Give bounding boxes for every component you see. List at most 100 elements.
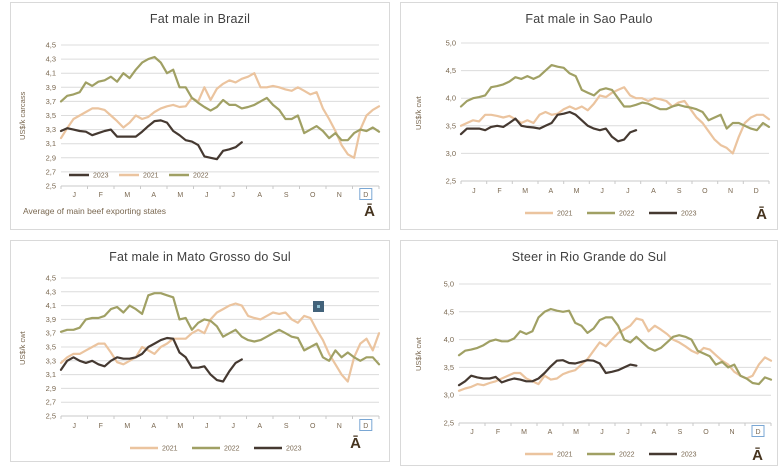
x-tick-label: M <box>522 188 528 195</box>
series-line-2022 <box>59 292 381 366</box>
x-tick-label: F <box>99 192 103 199</box>
x-tick-label: A <box>652 429 657 436</box>
x-tick-label: A <box>151 423 156 430</box>
y-tick-label: 3,9 <box>46 83 56 92</box>
y-tick-label: 2,9 <box>46 153 56 162</box>
x-tick-label: A <box>651 188 656 195</box>
x-tick-label: M <box>574 188 580 195</box>
y-tick-label: 4,3 <box>46 55 56 64</box>
x-tick-label: M <box>177 423 183 430</box>
y-tick-label: 4,1 <box>46 69 56 78</box>
legend-label-2022: 2022 <box>619 211 635 218</box>
x-tick-label: J <box>600 429 604 436</box>
chart-title: Steer in Rio Grande do Sul <box>511 250 667 264</box>
legend-label-2023: 2023 <box>93 173 109 180</box>
x-tick-label: D <box>755 429 760 436</box>
chart-footnote: Average of main beef exporting states <box>23 206 167 216</box>
legend-label-2021: 2021 <box>557 452 573 459</box>
legend-label-2021: 2021 <box>143 173 159 180</box>
y-tick-label: 2,9 <box>46 384 56 393</box>
x-tick-label: O <box>702 188 708 195</box>
x-tick-label: J <box>205 192 209 199</box>
x-tick-label: D <box>363 192 368 199</box>
x-tick-label: J <box>626 188 630 195</box>
y-tick-label: 3,5 <box>444 363 454 372</box>
x-tick-label: D <box>363 423 368 430</box>
y-tick-label: 5,0 <box>446 39 456 48</box>
logo-glyph: Ā <box>752 447 763 464</box>
x-tick-label: J <box>232 423 236 430</box>
y-tick-label: 2,5 <box>46 182 56 191</box>
y-tick-label: 4,0 <box>446 94 456 103</box>
x-tick-label: A <box>257 192 262 199</box>
y-tick-label: 3,7 <box>46 329 56 338</box>
x-tick-label: M <box>177 192 183 199</box>
y-tick-label: 4,5 <box>444 307 454 316</box>
x-tick-label: S <box>677 188 682 195</box>
x-tick-label: M <box>521 429 527 436</box>
legend-label-2023: 2023 <box>286 446 302 453</box>
y-tick-label: 3,1 <box>46 139 56 148</box>
x-tick-label: J <box>626 429 630 436</box>
logo-glyph: Ā <box>350 435 361 452</box>
selection-handle-artifact[interactable] <box>313 301 324 312</box>
x-tick-label: O <box>703 429 709 436</box>
legend-label-2021: 2021 <box>162 446 178 453</box>
series-line-2023 <box>59 336 243 383</box>
y-tick-label: 2,7 <box>46 398 56 407</box>
y-tick-label: 4,5 <box>46 274 56 283</box>
legend-label-2022: 2022 <box>193 173 209 180</box>
selected-month-box <box>751 425 765 437</box>
legend-label-2021: 2021 <box>557 211 573 218</box>
chart-panel-sao-paulo[interactable]: Fat male in Sao Paulo US$/k cwt 2,5 3,0 3,… <box>400 2 778 230</box>
x-tick-label: O <box>310 423 316 430</box>
x-tick-label: J <box>600 188 604 195</box>
y-tick-label: 2,5 <box>446 177 456 186</box>
x-tick-label: M <box>573 429 579 436</box>
legend-label-2023: 2023 <box>681 211 697 218</box>
y-tick-label: 2,5 <box>444 419 454 428</box>
x-tick-label: S <box>678 429 683 436</box>
chart-plot: 2,5 3,0 3,5 4,0 4,5 5,0 J F M A M J J A S O N D 2021 2022 20… <box>444 280 773 459</box>
chart-title: Fat male in Mato Grosso do Sul <box>109 250 291 264</box>
chart-title: Fat male in Sao Paulo <box>525 12 653 26</box>
x-tick-label: F <box>99 423 103 430</box>
x-tick-label: M <box>124 423 130 430</box>
x-tick-label: S <box>284 423 289 430</box>
x-tick-label: J <box>73 423 77 430</box>
chart-panel-mato-grosso[interactable]: Fat male in Mato Grosso do Sul US$/k cwt… <box>10 240 390 462</box>
y-tick-label: 4,1 <box>46 301 56 310</box>
legend-label-2022: 2022 <box>224 446 240 453</box>
x-tick-label: S <box>284 192 289 199</box>
y-tick-label: 2,5 <box>46 412 56 421</box>
y-tick-label: 5,0 <box>444 280 454 289</box>
series-line-2023 <box>59 119 243 161</box>
x-tick-label: N <box>728 188 733 195</box>
legend-label-2023: 2023 <box>681 452 697 459</box>
x-tick-label: N <box>337 192 342 199</box>
x-tick-label: F <box>497 188 501 195</box>
x-tick-label: N <box>337 423 342 430</box>
y-tick-label: 4,0 <box>444 335 454 344</box>
x-tick-label: J <box>470 429 474 436</box>
logo-glyph: Ā <box>756 206 767 223</box>
x-tick-label: A <box>257 423 262 430</box>
x-tick-label: J <box>73 192 77 199</box>
chart-title: Fat male in Brazil <box>149 12 251 26</box>
x-tick-label: D <box>754 188 759 195</box>
x-tick-label: A <box>548 429 553 436</box>
y-tick-label: 3,1 <box>46 370 56 379</box>
y-tick-label: 4,3 <box>46 287 56 296</box>
x-tick-label: M <box>124 192 130 199</box>
chart-plot: 2,5 3,0 3,5 4,0 4,5 5,0 J F M A M J J A S O N D 2021 2022 20… <box>446 39 771 218</box>
chart-panel-brazil[interactable]: Fat male in Brazil US$/k carcass 2,5 2,7 2… <box>10 2 390 230</box>
series-line-2022 <box>59 55 381 142</box>
chart-panel-rio-grande[interactable]: Steer in Rio Grande do Sul US$/k cwt 2,5… <box>400 240 778 466</box>
series-line-2022 <box>457 307 773 386</box>
series-line-2021 <box>457 317 773 392</box>
series-line-2021 <box>59 72 381 159</box>
x-tick-label: F <box>496 429 500 436</box>
series-line-2021 <box>459 86 771 155</box>
y-tick-label: 4,5 <box>446 66 456 75</box>
